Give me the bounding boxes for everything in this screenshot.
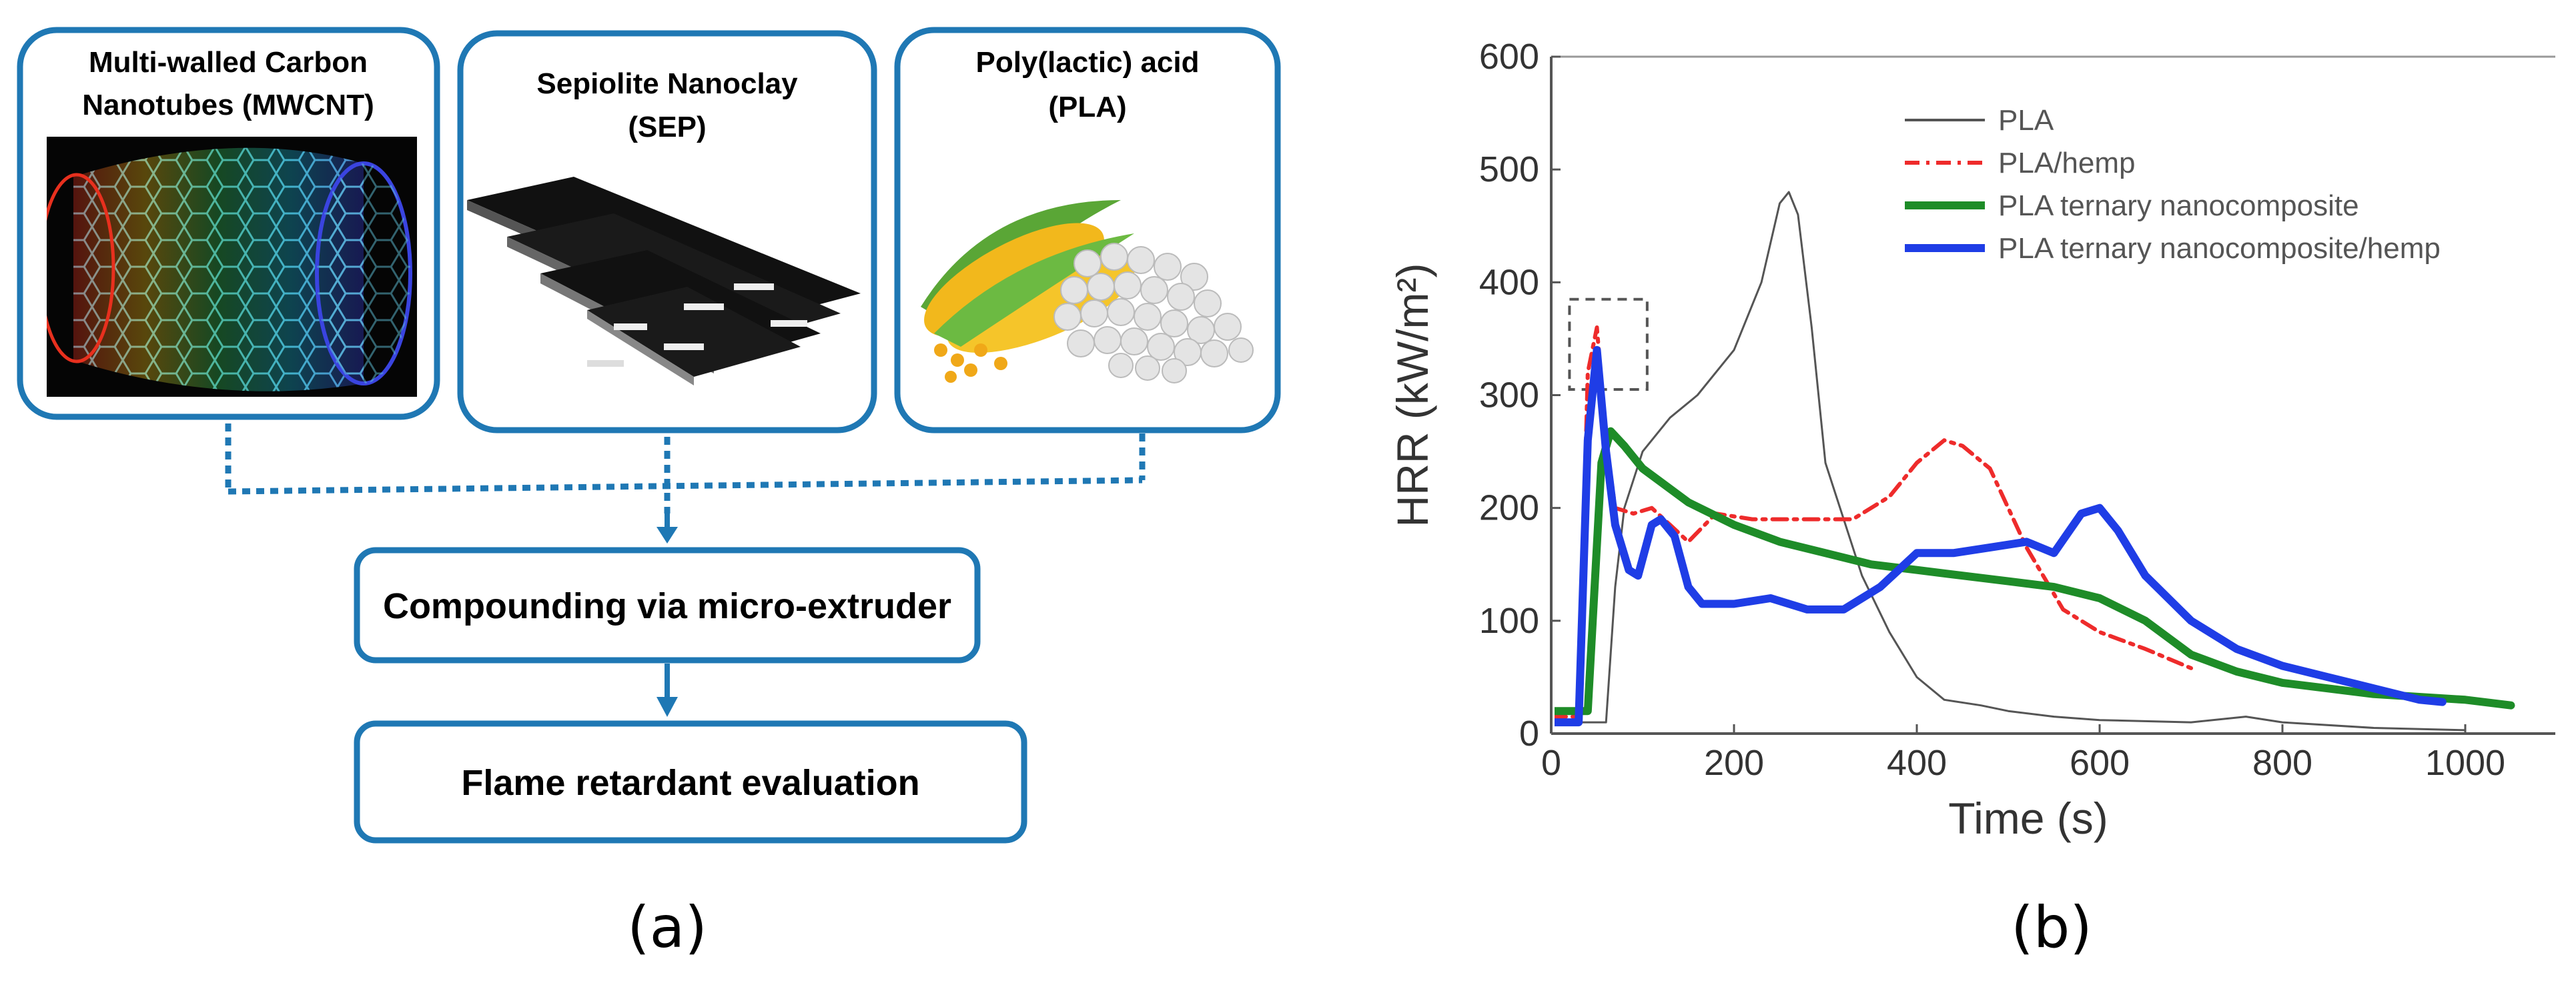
flow-arrow-1 bbox=[657, 514, 678, 544]
y-tick-label: 300 bbox=[1479, 375, 1539, 415]
sep-title-line1: Sepiolite Nanoclay bbox=[536, 67, 798, 100]
legend-label-2: PLA/hemp bbox=[1998, 147, 2135, 179]
pla-title-line1: Poly(lactic) acid bbox=[975, 46, 1199, 79]
x-axis-ticks: 0 200 400 600 800 1000 bbox=[1541, 724, 2505, 783]
mwcnt-title-line2: Nanotubes (MWCNT) bbox=[82, 89, 374, 121]
legend-label-3: PLA ternary nanocomposite bbox=[1998, 189, 2359, 222]
dotted-connector bbox=[225, 423, 1146, 514]
y-tick-label: 600 bbox=[1479, 37, 1539, 77]
y-tick-label: 100 bbox=[1479, 601, 1539, 641]
legend-label-4: PLA ternary nanocomposite/hemp bbox=[1998, 232, 2441, 265]
panel-b-label: (b) bbox=[2011, 894, 2092, 961]
carbon-nanotube-illustration bbox=[47, 137, 417, 397]
x-tick-label: 800 bbox=[2252, 743, 2312, 783]
y-axis-label: HRR (kW/m²) bbox=[1388, 263, 1437, 528]
panel-a-label: (a) bbox=[627, 894, 707, 961]
pla-title-line2: (PLA) bbox=[1048, 91, 1126, 123]
x-tick-label: 400 bbox=[1887, 743, 1947, 783]
y-axis-ticks: 0 100 200 300 400 500 600 bbox=[1479, 37, 1561, 754]
mwcnt-title-line1: Multi-walled Carbon bbox=[89, 46, 368, 79]
x-axis-label: Time (s) bbox=[1948, 794, 2108, 843]
series-line-1 bbox=[1555, 191, 2467, 732]
mwcnt-box: Multi-walled Carbon Nanotubes (MWCNT) bbox=[17, 27, 440, 420]
x-tick-label: 0 bbox=[1541, 743, 1561, 783]
legend-label-1: PLA bbox=[1998, 104, 2054, 137]
y-tick-label: 400 bbox=[1479, 262, 1539, 302]
step-flame-label: Flame retardant evaluation bbox=[461, 763, 919, 803]
corn-and-pellets-illustration bbox=[921, 200, 1254, 383]
hrr-chart: 0 100 200 300 400 500 600 0 200 400 600 800 1000 PL… bbox=[1388, 37, 2555, 843]
x-tick-label: 200 bbox=[1704, 743, 1764, 783]
y-tick-label: 0 bbox=[1519, 714, 1539, 754]
nanoclay-layers-illustration bbox=[467, 177, 861, 385]
x-tick-label: 1000 bbox=[2425, 743, 2505, 783]
series-lines bbox=[1555, 191, 2515, 732]
step-flame-box: Flame retardant evaluation bbox=[354, 720, 1027, 844]
y-tick-label: 500 bbox=[1479, 149, 1539, 189]
x-tick-label: 600 bbox=[2070, 743, 2130, 783]
peak-highlight-box bbox=[1568, 297, 1649, 391]
legend: PLA PLA/hemp PLA ternary nanocomposite PLA … bbox=[1905, 104, 2441, 265]
y-tick-label: 200 bbox=[1479, 488, 1539, 528]
pla-box: Poly(lactic) acid (PLA) bbox=[894, 27, 1281, 433]
sep-box: Sepiolite Nanoclay (SEP) bbox=[457, 30, 877, 433]
series-line-4 bbox=[1555, 345, 2447, 727]
series-line-3 bbox=[1555, 427, 2515, 716]
step-compounding-box: Compounding via micro-extruder bbox=[354, 547, 981, 664]
step-compounding-label: Compounding via micro-extruder bbox=[383, 586, 951, 626]
annotations bbox=[1568, 297, 1649, 391]
sep-title-line2: (SEP) bbox=[628, 111, 706, 143]
flow-arrow-2 bbox=[657, 664, 678, 717]
